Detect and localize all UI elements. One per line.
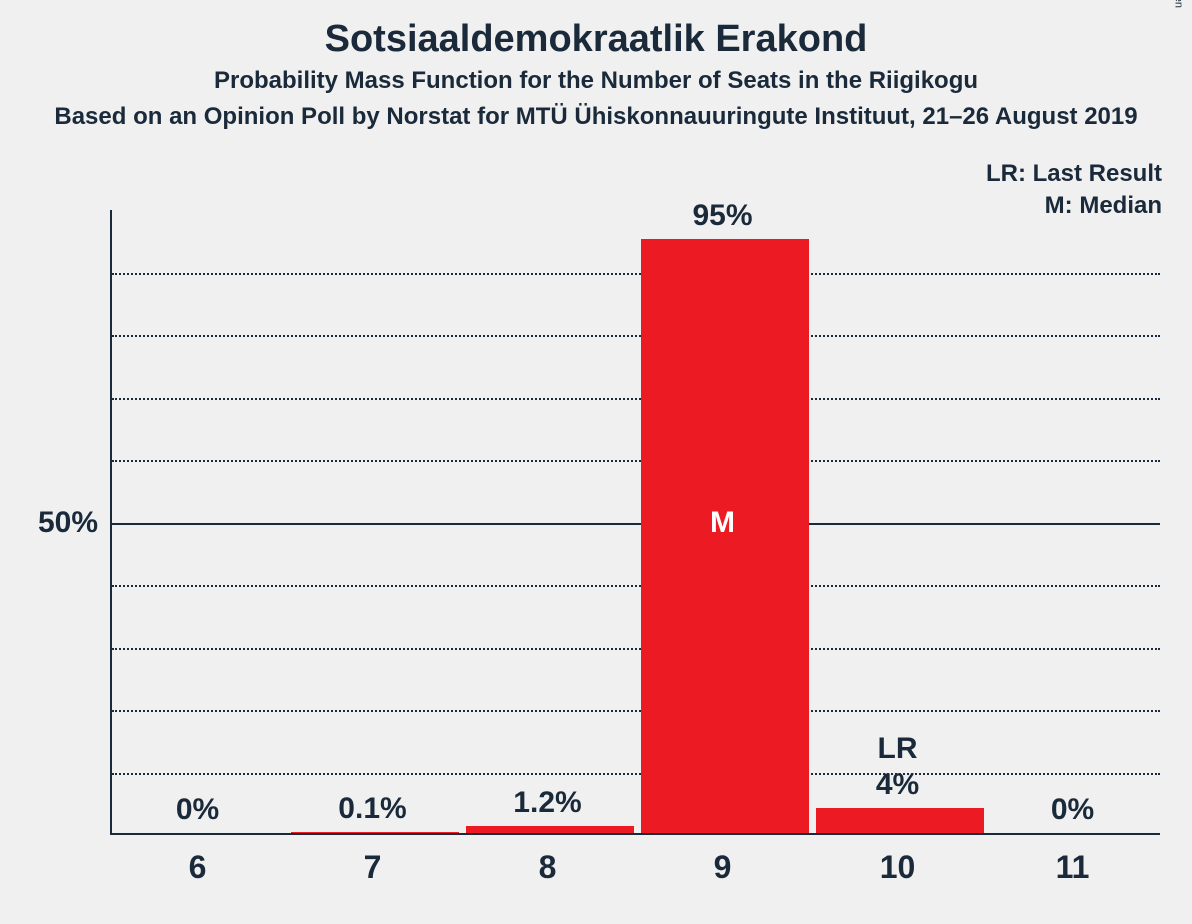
- gridline: [112, 273, 1160, 275]
- x-axis-label: 9: [714, 849, 732, 886]
- bar: [291, 832, 459, 833]
- gridline: [112, 585, 1160, 587]
- gridline: [112, 648, 1160, 650]
- gridline: [112, 710, 1160, 712]
- gridline: [112, 523, 1160, 525]
- bar-marker: M: [710, 506, 735, 540]
- plot-area: [110, 210, 1160, 835]
- x-axis-label: 10: [880, 849, 916, 886]
- bar-marker: LR: [878, 732, 918, 766]
- bar: [816, 808, 984, 833]
- gridline: [112, 773, 1160, 775]
- bar-value-label: 0%: [1051, 793, 1094, 827]
- x-axis-label: 8: [539, 849, 557, 886]
- x-axis-label: 11: [1056, 849, 1090, 886]
- gridline: [112, 398, 1160, 400]
- y-axis-label: 50%: [38, 506, 98, 540]
- bar-value-label: 4%: [876, 768, 919, 802]
- bar-value-label: 0.1%: [338, 792, 406, 826]
- gridline: [112, 460, 1160, 462]
- chart-page: © 2020 Filip van Laenen Sotsiaaldemokraa…: [0, 0, 1192, 924]
- gridline: [112, 335, 1160, 337]
- bar-value-label: 0%: [176, 793, 219, 827]
- x-axis-label: 6: [189, 849, 207, 886]
- bar: [466, 826, 634, 834]
- x-axis-label: 7: [364, 849, 382, 886]
- bar-value-label: 1.2%: [513, 786, 581, 820]
- chart-area: 50% 0% 6 0.1% 7 1.2% 8 95% M 9 LR4% 10 0% 11: [0, 0, 1192, 924]
- bar-value-label: 95%: [692, 199, 752, 233]
